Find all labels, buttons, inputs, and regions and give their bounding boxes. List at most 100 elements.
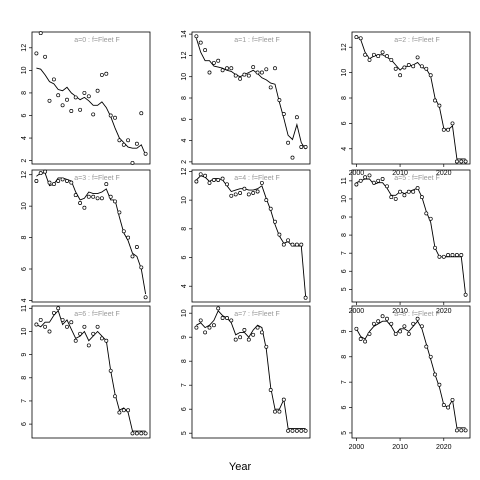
observed-point [78,331,83,336]
observed-point [376,319,381,324]
observed-point [38,171,43,176]
observed-point [446,253,451,257]
observed-point [203,173,208,178]
x-tick-label: 2000 [349,308,365,315]
observed-point [441,254,446,259]
observed-point [294,428,299,433]
observed-point [264,198,269,203]
y-tick-label: 7 [21,399,28,403]
observed-point [389,195,394,200]
observed-point [43,169,48,174]
observed-point [277,409,282,414]
observed-point [255,189,260,194]
observed-point [371,180,376,185]
observed-point [290,242,295,247]
observed-point [43,324,48,329]
y-tick-label: 4 [21,136,28,140]
observed-point [277,232,282,237]
observed-point [143,295,148,300]
observed-point [60,103,65,108]
observed-point [73,338,78,343]
observed-point [380,314,385,319]
observed-point [424,66,429,71]
observed-point [406,331,411,336]
observed-point [454,428,459,433]
observed-point [363,52,368,57]
observed-point [367,173,372,178]
observed-point [371,52,376,57]
observed-point [367,57,372,62]
observed-point [273,219,277,224]
observed-point [34,51,39,56]
observed-point [51,310,56,315]
panel-label: a=2 : f=Fleet F [394,37,440,44]
observed-point [411,64,416,69]
panel-frame [351,169,471,303]
y-tick-label: 8 [21,91,28,95]
y-tick-label: 6 [181,117,188,121]
observed-point [411,189,416,194]
observed-point [354,35,359,40]
panel-label: a=7 : f=Fleet F [234,311,280,318]
observed-point [38,317,43,322]
observed-point [225,182,229,187]
observed-point [398,189,403,194]
y-tick-label: 8 [341,233,348,237]
y-tick-label: 12 [181,51,188,59]
observed-point [428,73,433,78]
observed-point [108,113,113,118]
observed-point [126,138,131,143]
observed-point [126,235,131,240]
observed-point [207,70,212,75]
observed-point [194,179,199,184]
y-tick-label: 10 [341,69,348,77]
observed-point [268,388,273,392]
panel: a=1 : f=Fleet F 2 4 6 8 10 12 14 [181,30,311,165]
y-tick-label: 2 [181,160,188,164]
observed-point [91,112,96,117]
observed-point [259,330,264,335]
observed-point [450,253,455,257]
fitted-line [36,309,146,432]
observed-point [441,403,446,407]
observed-point [380,177,385,181]
observed-point [259,70,264,75]
observed-point [294,242,299,247]
observed-point [376,54,381,59]
observed-point [34,179,39,183]
observed-point [60,317,65,322]
panel: a=2 : f=Fleet F 4 6 8 10 12 2000 2010 2020 [341,31,471,177]
observed-point [255,70,260,75]
observed-point [385,54,389,59]
panel: a=4 : f=Fleet F 4 6 8 10 12 [181,167,311,303]
observed-point [130,254,135,259]
y-tick-label: 6 [341,269,348,273]
observed-point [73,95,78,100]
y-tick-label: 10 [181,73,188,81]
observed-point [446,405,451,410]
observed-point [82,205,87,210]
observed-point [393,331,398,336]
fitted-line [195,38,306,150]
y-tick-label: 5 [341,287,348,291]
observed-point [56,179,61,183]
fitted-line [36,172,147,295]
observed-point [402,65,407,70]
fitted-line [356,178,467,295]
observed-point [273,409,277,414]
observed-point [78,107,83,112]
observed-point [143,151,148,156]
observed-point [419,324,424,329]
observed-point [433,98,437,103]
panel: a=8 : f=Fleet F 5 6 7 8 9 2000 2010 2020 [341,305,471,451]
observed-point [294,115,299,120]
observed-point [454,159,459,164]
observed-point [358,36,363,41]
observed-point [65,97,69,102]
panel-frame [31,305,151,439]
observed-point [220,316,225,320]
y-tick-label: 4 [341,147,348,151]
observed-point [463,292,468,297]
